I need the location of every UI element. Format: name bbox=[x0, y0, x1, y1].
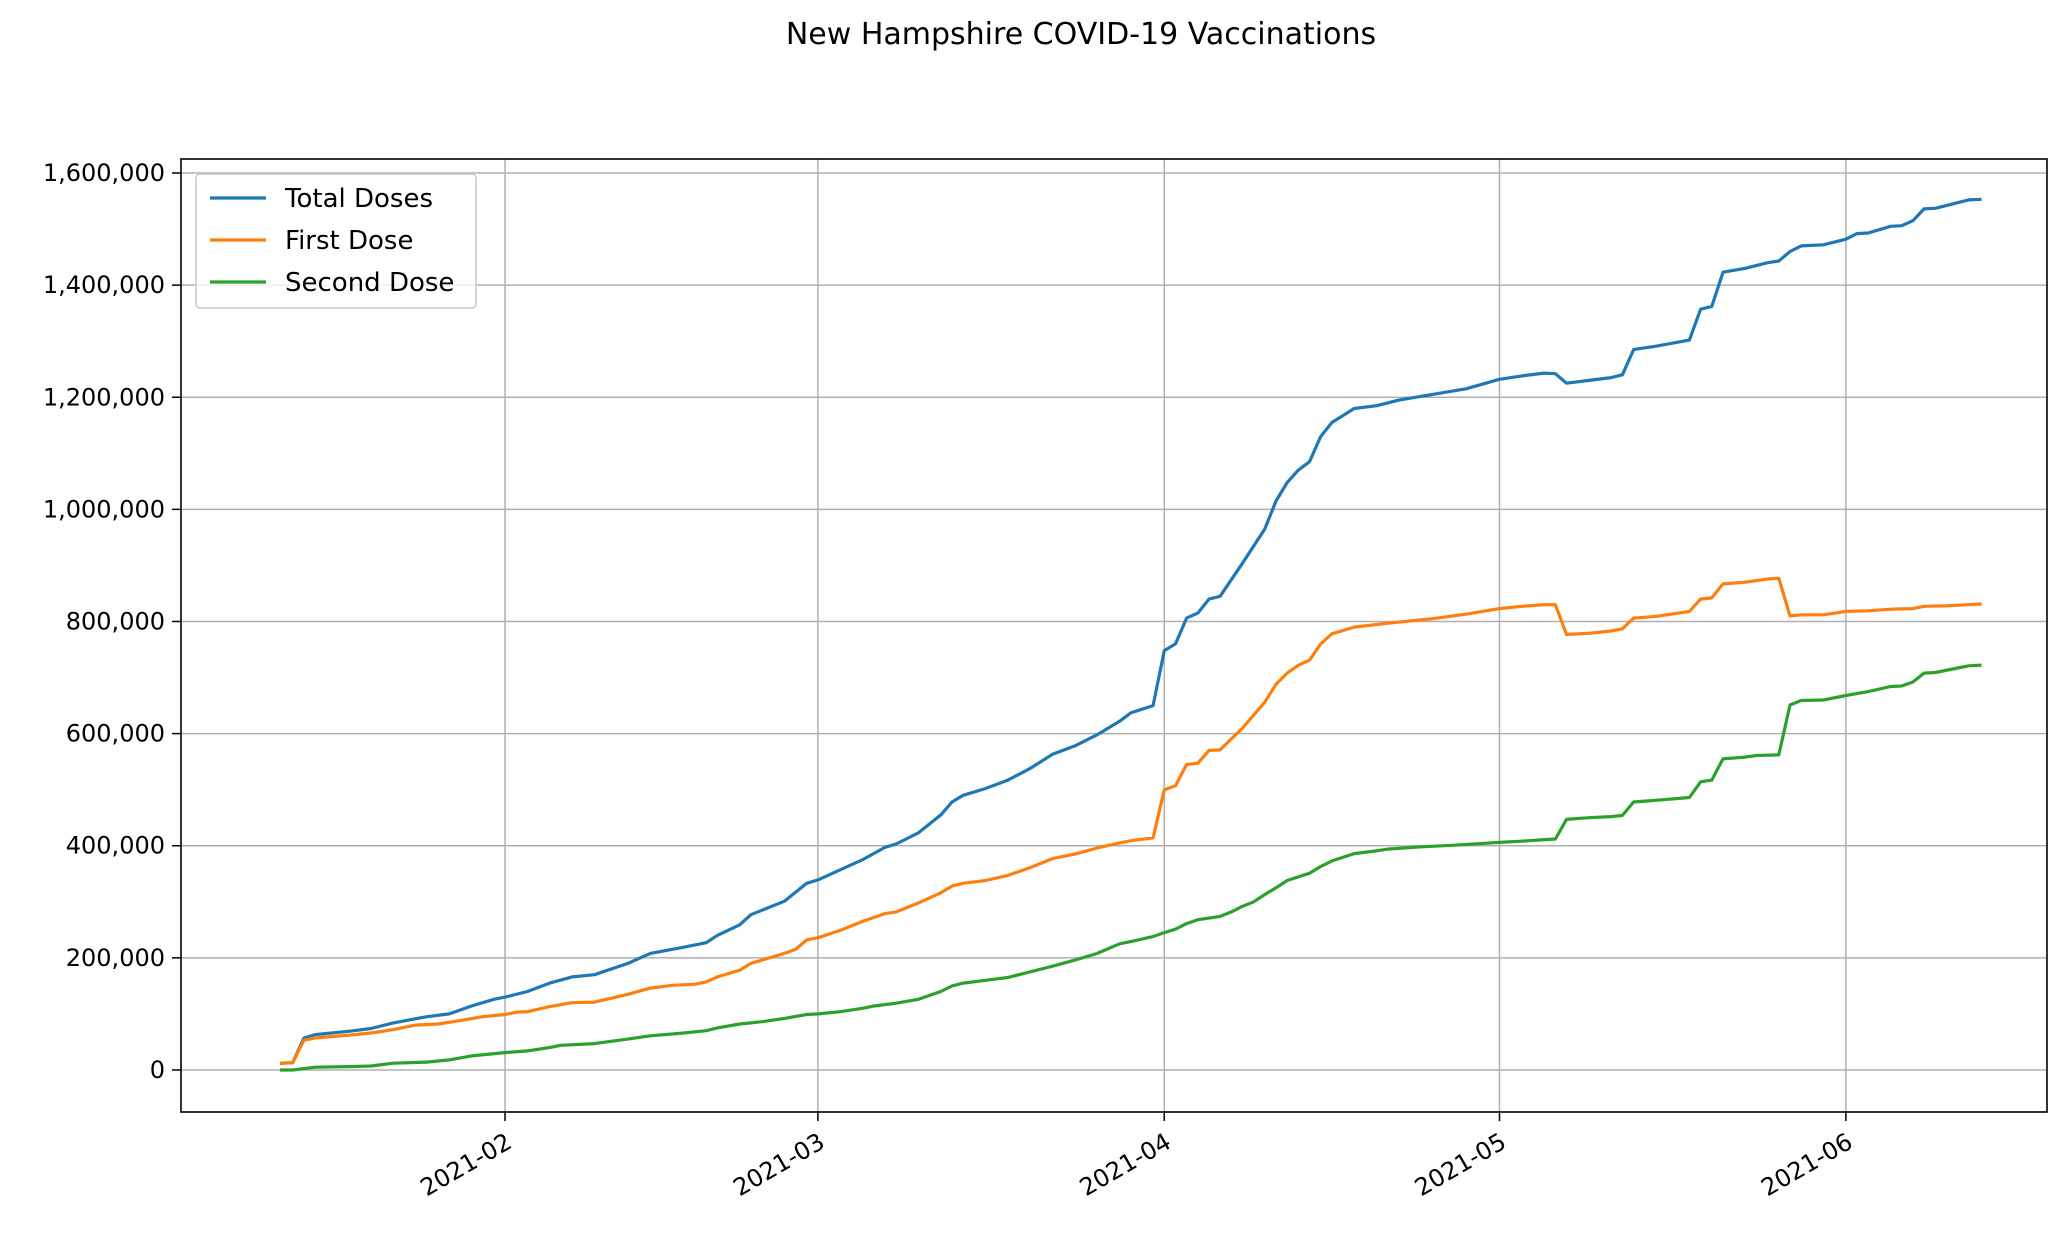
series-line-first-dose bbox=[279, 576, 1982, 1065]
legend-label: Second Dose bbox=[285, 268, 454, 298]
y-tick-label: 600,000 bbox=[66, 720, 165, 748]
y-tick-label: 1,400,000 bbox=[43, 271, 165, 299]
y-tick-label: 200,000 bbox=[66, 944, 165, 972]
y-tick-label: 0 bbox=[150, 1056, 165, 1084]
legend-box bbox=[195, 173, 477, 309]
series-lines bbox=[279, 197, 1982, 1072]
plot-frame bbox=[180, 158, 2048, 1113]
y-tick-label: 800,000 bbox=[66, 607, 165, 635]
series-line-second-dose bbox=[280, 663, 1982, 1072]
y-tick-label: 400,000 bbox=[66, 832, 165, 860]
y-tick-label: 1,200,000 bbox=[43, 383, 165, 411]
y-tick-label: 1,000,000 bbox=[43, 495, 165, 523]
chart-title: New Hampshire COVID-19 Vaccinations bbox=[786, 17, 1376, 52]
series-line-total-doses bbox=[279, 197, 1982, 1065]
legend-label: First Dose bbox=[285, 226, 413, 256]
y-tick-label: 1,600,000 bbox=[43, 159, 165, 187]
legend: Total Doses First Dose Second Dose bbox=[195, 173, 477, 309]
legend-label: Total Doses bbox=[284, 184, 433, 214]
y-axis: 0 200,000 400,000 600,000 800,000 1,000,000 1,… bbox=[43, 159, 181, 1084]
